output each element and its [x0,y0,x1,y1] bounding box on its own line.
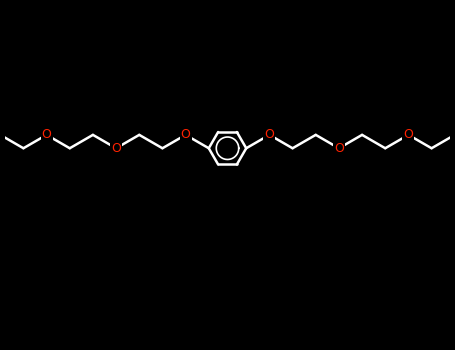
Text: O: O [42,128,51,141]
Text: O: O [264,128,274,141]
Text: O: O [404,128,413,141]
Text: O: O [181,128,191,141]
Text: O: O [334,142,344,155]
Text: O: O [111,142,121,155]
